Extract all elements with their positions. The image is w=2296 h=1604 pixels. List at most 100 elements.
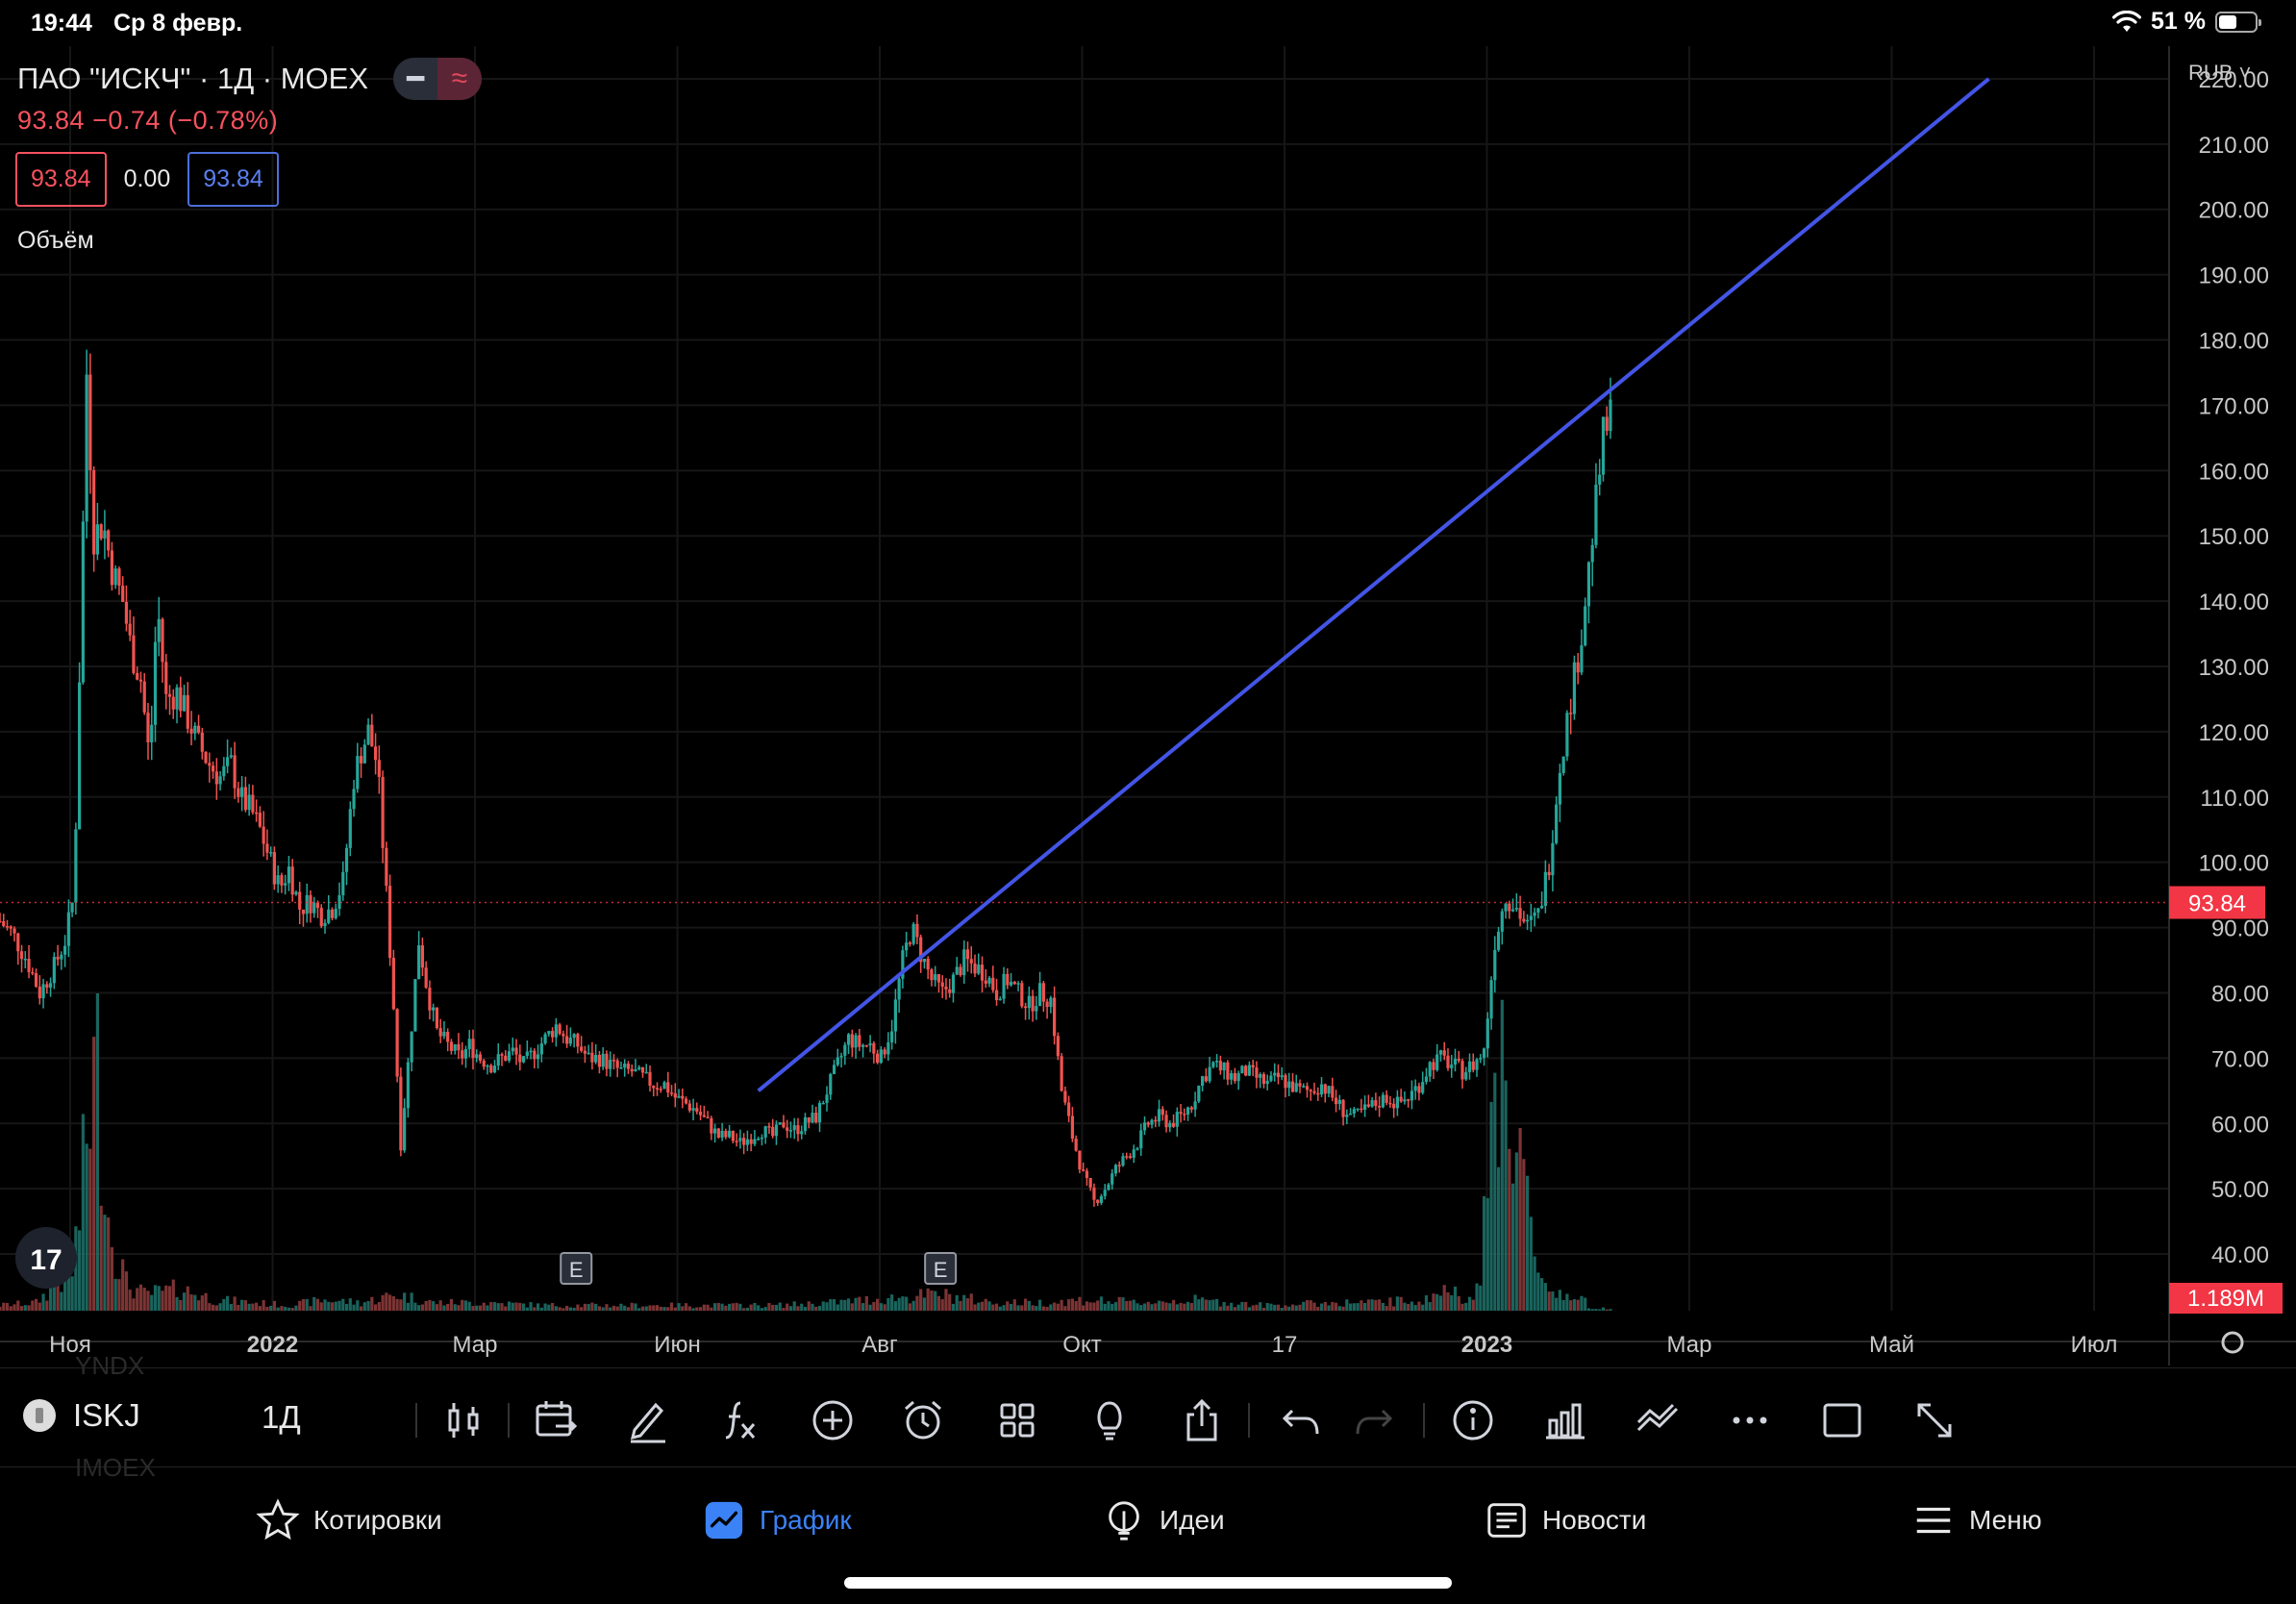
draw-icon[interactable] (625, 1397, 671, 1443)
undo-icon[interactable] (1279, 1397, 1325, 1443)
volume-bar (669, 1302, 674, 1311)
volume-indicator-label[interactable]: Объём (17, 227, 94, 254)
volume-bar (864, 1295, 868, 1311)
x-tick-label: Июн (654, 1332, 701, 1358)
currency-selector[interactable]: RUB ˅ (2188, 61, 2251, 85)
earnings-marker[interactable] (560, 1252, 593, 1285)
earnings-marker[interactable] (924, 1252, 958, 1285)
candle (327, 909, 331, 923)
candle (85, 374, 88, 522)
volume-bar (948, 1293, 952, 1311)
sell-price-button[interactable]: 93.84 (15, 152, 107, 207)
trendline[interactable] (757, 77, 1990, 1092)
candle (586, 1052, 590, 1055)
candle (413, 979, 417, 1032)
volume-bar (312, 1296, 316, 1311)
volume-bar (1510, 1183, 1515, 1311)
volume-bar (334, 1301, 337, 1311)
chart-legend: ПАО "ИСКЧ" · 1Д · MOEX ━ ≈ (17, 58, 483, 100)
timeframe-selector[interactable]: 1Д (262, 1399, 301, 1435)
volume-bar (940, 1299, 944, 1311)
last-price-label: 93.84 (2188, 891, 2246, 917)
tab-news[interactable]: Новости (1485, 1498, 1646, 1542)
redo-icon[interactable] (1350, 1397, 1396, 1443)
candle (27, 959, 31, 972)
candle (471, 1039, 475, 1059)
tab-menu[interactable]: Меню (1911, 1498, 2042, 1542)
candle (1590, 544, 1594, 563)
volume-bar (1370, 1299, 1374, 1311)
candle (1070, 1115, 1074, 1140)
collapse-icon[interactable]: ━ (407, 63, 425, 95)
candle (1493, 949, 1497, 981)
tab-quotes[interactable]: Котировки (256, 1498, 442, 1542)
candle (1395, 1096, 1399, 1109)
tradingview-logo[interactable] (15, 1227, 77, 1289)
volume-bar (1197, 1299, 1201, 1311)
info-icon[interactable] (1450, 1397, 1496, 1443)
volume-bar (432, 1301, 436, 1311)
candle (601, 1053, 605, 1067)
axis-settings-gear-icon[interactable] (2221, 1331, 2244, 1354)
ideas-lightbulb-icon[interactable] (1086, 1397, 1133, 1443)
volume-bar (814, 1306, 818, 1311)
y-tick-label: 50.00 (2211, 1177, 2269, 1203)
candle (1580, 645, 1584, 673)
candle (959, 966, 962, 976)
x-tick-label: Мар (1667, 1332, 1712, 1358)
more-icon[interactable] (1727, 1397, 1773, 1443)
volume-bar (1381, 1302, 1385, 1311)
candle (1009, 982, 1013, 986)
volume-bar (63, 1260, 67, 1311)
volume-bar (153, 1285, 158, 1311)
alert-clock-icon[interactable] (900, 1397, 946, 1443)
candle (1302, 1086, 1306, 1088)
volume-bar (1327, 1305, 1331, 1311)
volume-bar (1363, 1302, 1367, 1311)
candle (1319, 1084, 1324, 1095)
volume-bar (19, 1306, 24, 1311)
volume-bar (175, 1296, 179, 1311)
tab-chart[interactable]: График (702, 1498, 852, 1542)
volume-bar (1489, 1101, 1493, 1311)
candle (1576, 662, 1580, 673)
symbol-selector[interactable]: ISKJ (23, 1397, 140, 1434)
price-chart[interactable]: 220.00210.00200.00190.00180.00170.00160.… (0, 46, 2296, 1366)
candle (728, 1130, 732, 1138)
buy-price-button[interactable]: 93.84 (187, 152, 279, 207)
volume-bar (362, 1302, 366, 1311)
candle (1171, 1122, 1176, 1127)
volume-bar (687, 1306, 691, 1311)
expand-icon[interactable] (1911, 1397, 1958, 1443)
legend-toggle[interactable]: ━ ≈ (393, 58, 483, 100)
volume-bar (1388, 1297, 1392, 1311)
volume-bar (1226, 1305, 1230, 1311)
tab-ideas[interactable]: Идеи (1102, 1498, 1225, 1542)
compare-dates-icon[interactable] (533, 1397, 579, 1443)
candle (796, 1125, 800, 1135)
bar-stats-icon[interactable] (1542, 1397, 1588, 1443)
candle (1605, 416, 1609, 432)
volume-bar (1157, 1300, 1161, 1311)
share-icon[interactable] (1179, 1397, 1225, 1443)
layout-grid-icon[interactable] (994, 1397, 1040, 1443)
candle (554, 1024, 558, 1038)
volume-bar (908, 1303, 911, 1311)
volume-bar (655, 1305, 660, 1311)
add-icon[interactable] (810, 1397, 856, 1443)
trend-tools-icon[interactable] (1635, 1397, 1681, 1443)
candle (74, 829, 78, 903)
volume-bar (1251, 1305, 1255, 1311)
volume-bar (1096, 1300, 1100, 1311)
fullscreen-square-icon[interactable] (1819, 1397, 1865, 1443)
wave-icon[interactable]: ≈ (437, 58, 483, 100)
candle (1142, 1122, 1147, 1131)
candle (189, 728, 193, 734)
volume-bar (138, 1284, 143, 1311)
candle (1540, 905, 1544, 909)
candle (1435, 1054, 1439, 1070)
volume-bar (681, 1306, 685, 1311)
indicators-icon[interactable] (717, 1397, 763, 1443)
candles-icon[interactable] (440, 1397, 487, 1443)
volume-bar (70, 1276, 74, 1311)
